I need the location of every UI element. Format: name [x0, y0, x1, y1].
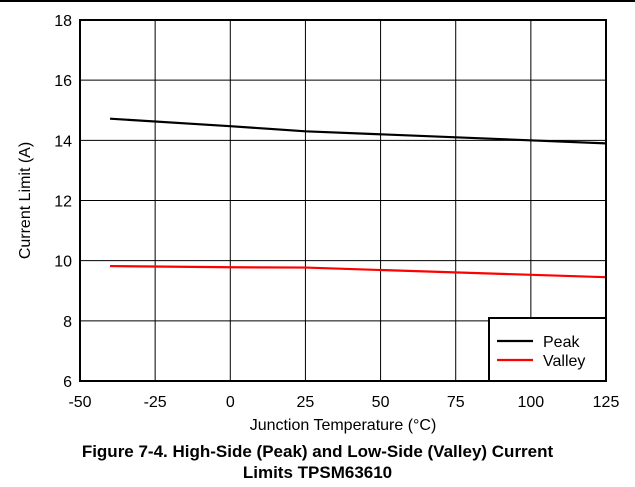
x-tick-label: -50 — [68, 394, 91, 411]
legend-box — [488, 317, 607, 382]
x-tick-label: 25 — [297, 394, 315, 411]
y-tick-label: 18 — [54, 13, 72, 30]
x-tick-label: 50 — [372, 394, 390, 411]
legend: Peak Valley — [488, 317, 607, 382]
y-tick-label: 16 — [54, 73, 72, 90]
x-tick-label: 75 — [447, 394, 465, 411]
x-axis-label: Junction Temperature (°C) — [250, 417, 437, 434]
x-tick-label: 100 — [518, 394, 545, 411]
series-lines — [109, 117, 607, 279]
x-tick-label: 0 — [226, 394, 235, 411]
current-limit-chart: -50 -25 0 25 50 75 100 125 6 8 10 12 14 16 18 Junctio… — [17, 13, 619, 434]
figure-caption-line-2: Limits TPSM63610 — [242, 463, 393, 482]
x-tick-label: -25 — [144, 394, 167, 411]
figure-caption-line-1: Figure 7-4. High-Side (Peak) and Low-Sid… — [81, 442, 554, 461]
y-tick-label: 10 — [54, 254, 72, 271]
y-axis-label: Current Limit (A) — [17, 142, 34, 259]
y-tick-label: 12 — [54, 194, 72, 211]
x-tick-labels: -50 -25 0 25 50 75 100 125 — [68, 394, 619, 411]
y-tick-labels: 6 8 10 12 14 16 18 — [54, 13, 72, 391]
plot-frame — [79, 19, 607, 382]
legend-label: Valley — [543, 353, 585, 370]
series-line-peak — [109, 117, 607, 145]
y-tick-label: 6 — [63, 374, 72, 391]
x-tick-label: 125 — [593, 394, 620, 411]
series-line-valley — [110, 264, 607, 279]
top-rule — [0, 0, 635, 2]
y-tick-label: 8 — [63, 314, 72, 331]
y-tick-label: 14 — [54, 133, 72, 150]
legend-label: Peak — [543, 334, 580, 351]
